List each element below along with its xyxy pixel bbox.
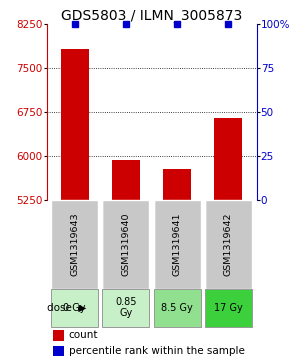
Bar <box>205 289 252 327</box>
Bar <box>214 118 242 200</box>
Text: GSM1319643: GSM1319643 <box>70 213 79 276</box>
Bar <box>154 289 201 327</box>
Bar <box>102 289 149 327</box>
Bar <box>53 330 64 340</box>
Text: 0 Gy: 0 Gy <box>63 303 86 313</box>
Text: 8.5 Gy: 8.5 Gy <box>161 303 193 313</box>
Text: GSM1319641: GSM1319641 <box>172 213 182 276</box>
Bar <box>61 49 89 200</box>
Bar <box>51 200 98 289</box>
Text: dose  ▶: dose ▶ <box>47 303 86 313</box>
Text: 17 Gy: 17 Gy <box>214 303 243 313</box>
Bar <box>53 346 64 356</box>
Title: GDS5803 / ILMN_3005873: GDS5803 / ILMN_3005873 <box>61 9 242 23</box>
Text: percentile rank within the sample: percentile rank within the sample <box>68 346 244 356</box>
Bar <box>112 160 140 200</box>
Text: 0.85
Gy: 0.85 Gy <box>115 297 136 318</box>
Bar <box>154 200 201 289</box>
Bar <box>102 200 149 289</box>
Bar <box>51 289 98 327</box>
Text: count: count <box>68 330 98 340</box>
Text: GSM1319640: GSM1319640 <box>122 213 130 276</box>
Bar <box>163 169 191 200</box>
Text: GSM1319642: GSM1319642 <box>224 213 233 276</box>
Bar <box>205 200 252 289</box>
